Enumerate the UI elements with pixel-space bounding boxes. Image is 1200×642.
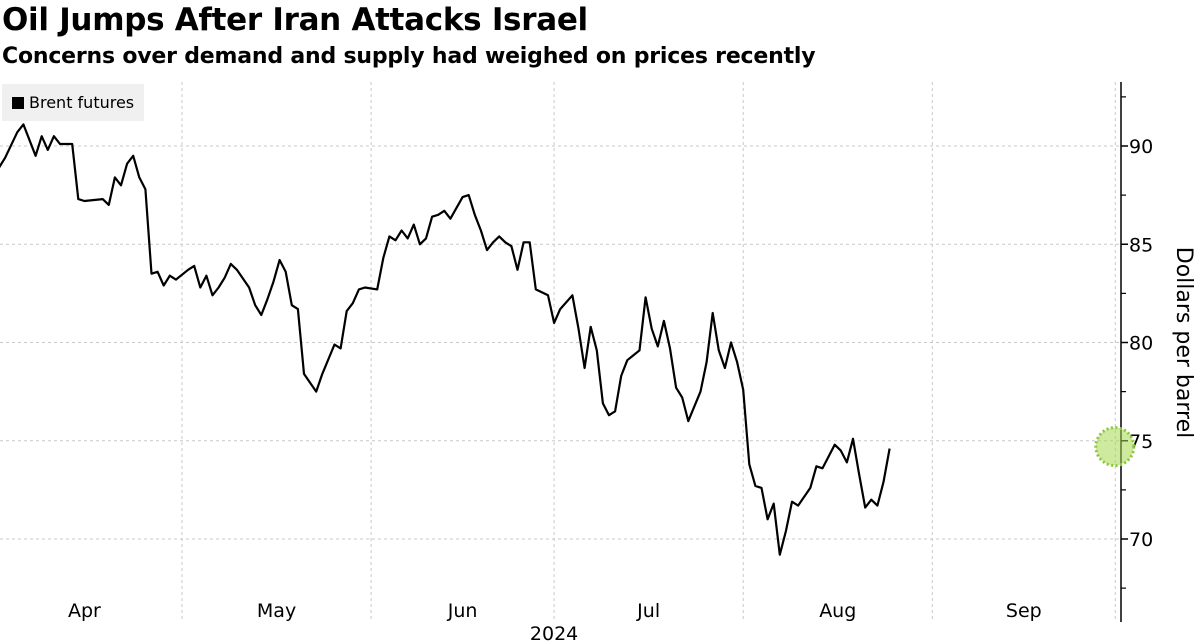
y-tick-label-80: 80	[1129, 333, 1153, 355]
gridlines	[0, 82, 1121, 620]
y-tick-label-85: 85	[1129, 234, 1153, 256]
x-tick-label-jun: Jun	[447, 600, 478, 622]
x-tick-label-aug: Aug	[819, 600, 856, 622]
x-tick-label-sep: Sep	[1006, 600, 1042, 622]
legend-label-brent-futures: Brent futures	[29, 93, 135, 112]
x-tick-label-jul: Jul	[636, 600, 660, 622]
legend: Brent futures	[2, 84, 144, 121]
y-tick-label-70: 70	[1129, 529, 1153, 551]
y-axis-title: Dollars per barrel	[1171, 247, 1196, 438]
y-tick-label-90: 90	[1129, 136, 1153, 158]
legend-swatch-brent-futures	[12, 96, 24, 109]
x-tick-label-may: May	[257, 600, 296, 622]
x-axis-labels: Apr May Jun Jul Aug Sep	[68, 600, 1042, 622]
latest-point-highlight	[1094, 426, 1136, 468]
series-line-brent-futures	[0, 123, 891, 556]
chart-subtitle: Concerns over demand and supply had weig…	[2, 44, 816, 69]
chart-title: Oil Jumps After Iran Attacks Israel	[2, 2, 588, 38]
x-axis-year-label: 2024	[530, 623, 578, 642]
x-tick-label-apr: Apr	[68, 600, 101, 622]
